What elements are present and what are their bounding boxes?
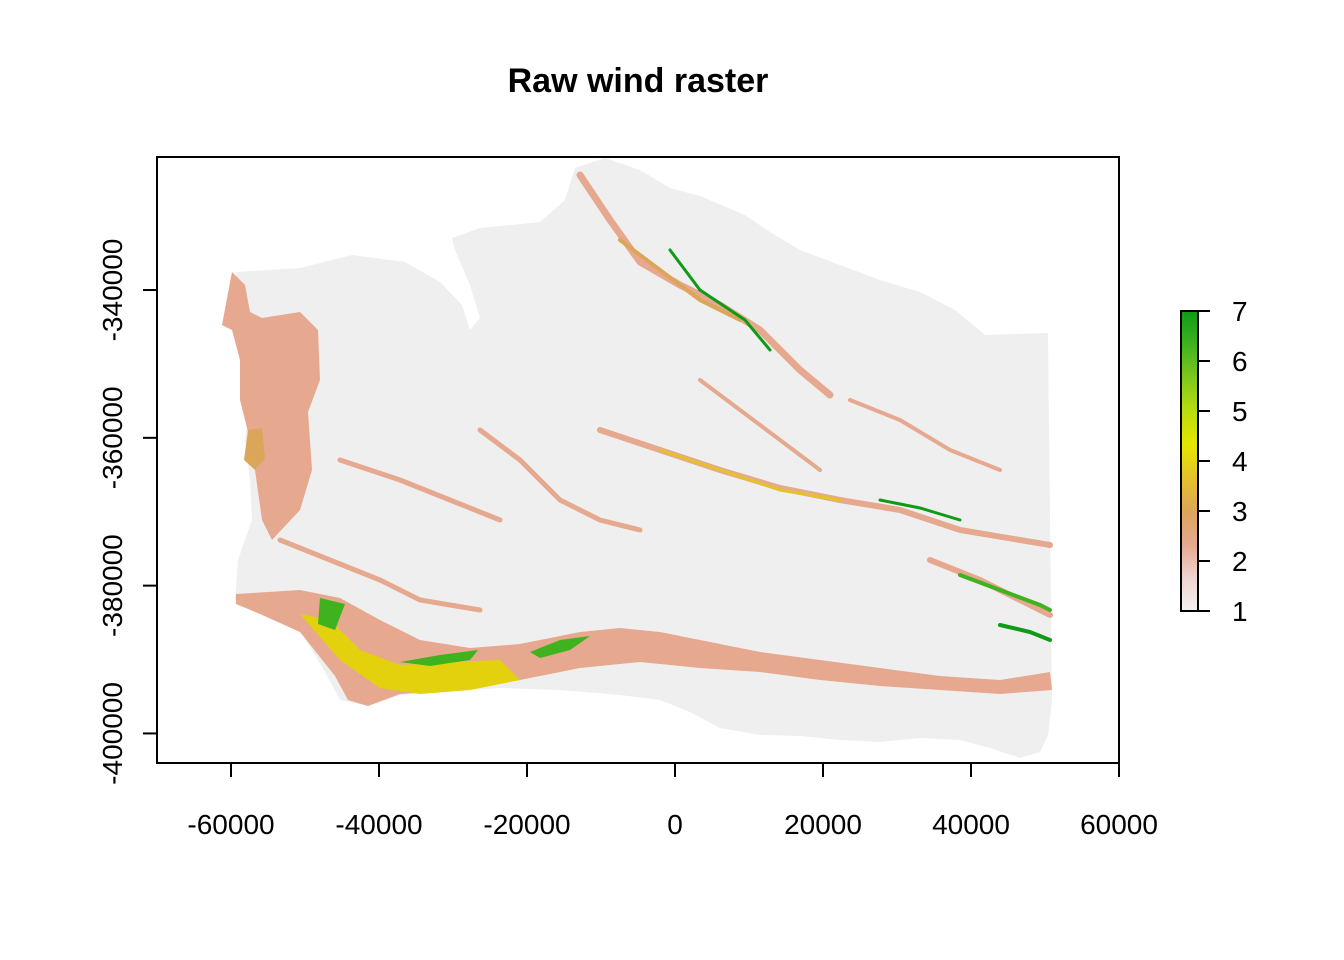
y-tick-label: -360000 (97, 386, 128, 489)
color-legend: 1 2 3 4 5 6 7 (1180, 296, 1248, 627)
y-tick-label: -340000 (97, 239, 128, 342)
x-tick-label: -20000 (483, 809, 570, 840)
legend-tick-label: 3 (1232, 496, 1248, 527)
legend-tick-label: 2 (1232, 546, 1248, 577)
x-tick-label: -40000 (335, 809, 422, 840)
legend-tick-label: 4 (1232, 446, 1248, 477)
legend-tick-label: 5 (1232, 396, 1248, 427)
y-tick-label: -400000 (97, 682, 128, 785)
x-tick-label: 40000 (932, 809, 1010, 840)
legend-tick-label: 1 (1232, 596, 1248, 627)
legend-colorbar (1180, 310, 1199, 612)
x-axis: -60000 -40000 -20000 0 20000 40000 60000 (187, 762, 1158, 840)
raster-layer (222, 158, 1053, 758)
legend-tick-label: 7 (1232, 296, 1248, 327)
x-tick-label: 20000 (784, 809, 862, 840)
south-coast-hot (300, 614, 520, 694)
y-tick-label: -380000 (97, 534, 128, 637)
chart-title: Raw wind raster (508, 62, 769, 100)
legend-tick-label: 6 (1232, 346, 1248, 377)
land-mask (232, 158, 1052, 758)
x-tick-label: 60000 (1080, 809, 1158, 840)
y-axis: -340000 -360000 -380000 -400000 (97, 239, 158, 785)
west-coast-band (222, 272, 320, 540)
x-tick-label: -60000 (187, 809, 274, 840)
ridge-streams (277, 171, 1053, 642)
west-coast-patch (244, 428, 265, 470)
x-tick-label: 0 (667, 809, 683, 840)
